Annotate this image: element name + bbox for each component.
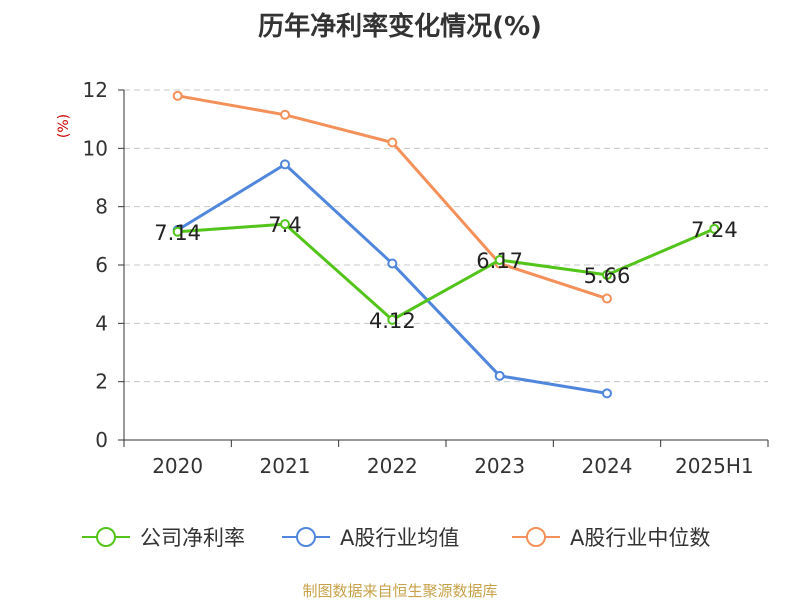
y-tick-label: 6	[95, 253, 108, 277]
x-tick-label: 2025H1	[675, 454, 754, 478]
x-tick-label: 2023	[474, 454, 525, 478]
data-point	[280, 159, 290, 170]
x-tick-label: 2020	[152, 454, 203, 478]
legend-marker	[296, 527, 316, 547]
legend-label: 公司净利率	[140, 526, 245, 550]
y-tick-label: 2	[95, 370, 108, 394]
data-point	[602, 388, 612, 399]
data-point	[172, 90, 183, 101]
data-point	[494, 370, 505, 381]
source-note: 制图数据来自恒生聚源数据库	[302, 582, 498, 600]
data-point	[602, 269, 612, 280]
legend-marker	[526, 527, 546, 547]
data-point	[387, 314, 398, 325]
data-point	[709, 223, 720, 234]
y-axis-label: (%)	[56, 114, 72, 138]
data-point	[387, 137, 398, 148]
data-point	[280, 109, 290, 120]
data-point	[280, 219, 290, 230]
data-label: 7.24	[691, 218, 738, 242]
data-point	[602, 293, 612, 304]
data-label: 7.4	[268, 213, 301, 237]
data-label: 4.12	[369, 309, 416, 333]
x-tick-label: 2021	[260, 454, 311, 478]
data-point	[494, 255, 505, 266]
data-label-layer: 7.14 7.4 4.12 6.17 5.66 7.24	[154, 213, 737, 333]
x-tick-label: 2022	[367, 454, 418, 478]
chart-title: 历年净利率变化情况(%)	[258, 12, 542, 42]
y-tick-label: 12	[83, 78, 108, 102]
y-tick-label: 4	[95, 311, 108, 335]
legend-marker	[96, 527, 116, 547]
series-layer	[172, 90, 720, 399]
data-label: 6.17	[476, 249, 523, 273]
y-tick-label: 0	[95, 428, 108, 452]
axis-layer: 0 2 4 6 8 10 12 2020 2021 2022 2023 2024 2025H1	[83, 78, 769, 478]
legend-label: A股行业均值	[340, 526, 459, 550]
grid-layer	[124, 89, 768, 383]
y-tick-label: 10	[83, 136, 108, 160]
data-label: 7.14	[154, 221, 201, 245]
series-line	[177, 222, 715, 322]
legend-label: A股行业中位数	[570, 526, 710, 550]
legend: 公司净利率 A股行业均值 A股行业中位数	[82, 526, 710, 550]
y-tick-label: 8	[95, 195, 108, 219]
x-tick-label: 2024	[582, 454, 633, 478]
data-point	[172, 226, 183, 237]
data-label: 5.66	[584, 264, 631, 288]
data-point	[387, 258, 398, 269]
